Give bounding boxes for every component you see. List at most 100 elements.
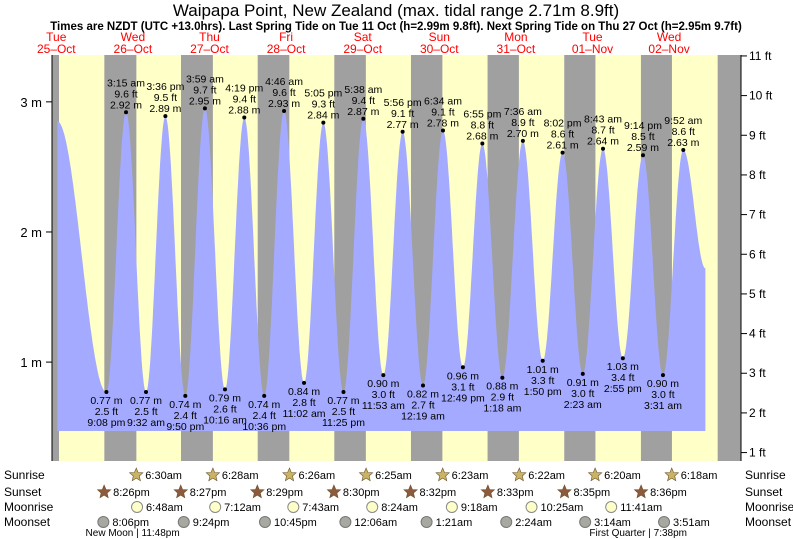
header: Waipapa Point, New Zealand (max. tidal r… xyxy=(37,1,742,56)
moonset-time: 1:21am xyxy=(436,517,473,529)
tide-point xyxy=(640,153,645,158)
moonset-time: 2:24am xyxy=(515,517,552,529)
tide-height-ft-label: 9.4 ft xyxy=(352,95,375,107)
tide-point xyxy=(580,371,585,376)
tide-time-label: 12:49 pm xyxy=(441,392,485,404)
tide-time-label: 1:18 am xyxy=(483,403,521,415)
sunrise-icon xyxy=(511,467,527,482)
tide-height-ft-label: 3.0 ft xyxy=(571,388,594,400)
moonrise-icon xyxy=(605,501,618,513)
tide-height-ft-label: 8.9 ft xyxy=(511,117,534,129)
tide-area xyxy=(57,108,706,431)
moonset-icon xyxy=(258,516,271,528)
tide-height-ft-label: 2.5 ft xyxy=(134,406,157,418)
tide-time-label: 7:36 am xyxy=(504,106,542,118)
tide-height-ft-label: 9.3 ft xyxy=(312,99,335,111)
moon-phase-label: First Quarter | 7:38pm xyxy=(589,528,687,539)
sunrise-time: 6:26am xyxy=(298,470,335,482)
row-label-left: Moonrise xyxy=(4,500,54,514)
moonrise-icon xyxy=(525,501,538,513)
moonset-icon xyxy=(177,516,190,528)
tide-height-m-label: 2.89 m xyxy=(149,103,181,115)
night-band xyxy=(52,55,59,461)
sunset-icon xyxy=(403,484,418,499)
tide-height-ft-label: 9.6 ft xyxy=(114,88,137,100)
tide-height-ft-label: 2.5 ft xyxy=(95,406,118,418)
tide-point xyxy=(440,128,445,133)
right-tick-label: 7 ft xyxy=(749,208,766,222)
tide-height-m-label: 2.68 m xyxy=(466,130,498,142)
right-tick-label: 8 ft xyxy=(749,168,766,182)
sunset-time: 8:27pm xyxy=(190,487,227,499)
tide-height-ft-label: 3.4 ft xyxy=(611,372,634,384)
day-date-label: 01–Nov xyxy=(572,42,613,56)
left-tick-label: 1 m xyxy=(20,355,42,370)
tide-time-label: 2:23 am xyxy=(564,399,602,411)
tide-point xyxy=(480,141,485,146)
day-date-label: 26–Oct xyxy=(114,42,153,56)
moonset-icon xyxy=(500,516,513,528)
tide-point xyxy=(144,390,149,395)
tide-height-ft-label: 3.3 ft xyxy=(531,375,554,387)
tide-point xyxy=(601,146,606,151)
tide-height-m-label: 0.90 m xyxy=(647,378,679,390)
tide-height-m-label: 1.01 m xyxy=(527,364,559,376)
sunset-icon xyxy=(326,484,342,499)
row-label-left: Sunset xyxy=(4,485,42,499)
tide-point xyxy=(302,380,307,385)
tide-height-ft-label: 2.4 ft xyxy=(253,410,276,422)
tide-labels: 0.77 m2.5 ft9:08 pm3:15 am9.6 ft2.92 m0.… xyxy=(87,73,702,433)
tide-time-label: 8:43 am xyxy=(584,114,622,126)
moonrise-icon xyxy=(131,501,144,513)
tide-height-m-label: 2.87 m xyxy=(347,106,379,118)
tide-time-label: 5:38 am xyxy=(344,84,382,96)
tide-height-m-label: 0.77 m xyxy=(90,395,122,407)
tide-height-m-label: 0.91 m xyxy=(567,377,599,389)
tide-point xyxy=(361,116,366,121)
tide-height-ft-label: 9.1 ft xyxy=(431,106,454,118)
row-label-right: Moonrise xyxy=(745,500,793,514)
sunset-icon xyxy=(633,484,649,499)
tide-point xyxy=(560,150,565,155)
sunset-icon xyxy=(173,484,189,499)
tide-point xyxy=(520,138,525,143)
tide-height-m-label: 1.03 m xyxy=(607,361,639,373)
tide-time-label: 9:08 pm xyxy=(87,417,125,429)
right-tick-label: 4 ft xyxy=(749,327,766,341)
tide-height-ft-label: 8.6 ft xyxy=(551,129,574,141)
sunrise-icon xyxy=(128,467,144,482)
right-tick-label: 5 ft xyxy=(749,287,766,301)
day-of-week-label: Wed xyxy=(121,30,145,44)
tide-time-label: 10:36 pm xyxy=(242,421,286,433)
moonset-icon xyxy=(339,516,352,528)
day-of-week-label: Sun xyxy=(429,30,450,44)
tide-point xyxy=(104,390,109,395)
tide-height-ft-label: 9.1 ft xyxy=(391,108,414,120)
tide-height-m-label: 2.70 m xyxy=(507,128,539,140)
tide-time-label: 3:31 am xyxy=(644,400,682,412)
row-label-right: Sunrise xyxy=(745,468,786,482)
tide-height-ft-label: 9.7 ft xyxy=(193,84,216,96)
sunset-time: 8:35pm xyxy=(573,487,610,499)
sunset-time: 8:26pm xyxy=(113,487,150,499)
moonset-time: 3:51am xyxy=(673,517,710,529)
sunrise-time: 6:30am xyxy=(145,470,182,482)
tide-point xyxy=(400,129,405,134)
tide-point xyxy=(282,108,287,113)
tide-time-label: 3:36 pm xyxy=(146,81,184,93)
right-tick-label: 3 ft xyxy=(749,366,766,380)
sunrise-icon xyxy=(205,467,221,482)
tide-point xyxy=(500,375,505,380)
tide-time-label: 9:52 am xyxy=(664,115,702,127)
moonset-time: 9:24pm xyxy=(193,517,230,529)
moon-phase-label: New Moon | 11:48pm xyxy=(86,528,180,539)
axes: 1 m 2 m 3 m 1 ft 2 ft 3 ft 4 ft 5 ft 6 ft 7 ft 8 f… xyxy=(20,49,773,461)
tide-time-label: 3:59 am xyxy=(186,73,224,85)
tide-time-label: 2:55 pm xyxy=(604,383,642,395)
right-tick-label: 9 ft xyxy=(749,128,766,142)
tide-height-m-label: 2.84 m xyxy=(307,110,339,122)
tide-height-m-label: 0.82 m xyxy=(407,389,439,401)
sunset-icon xyxy=(557,484,572,499)
tide-time-label: 9:50 pm xyxy=(166,421,204,433)
moonset-time: 12:06am xyxy=(354,517,397,529)
